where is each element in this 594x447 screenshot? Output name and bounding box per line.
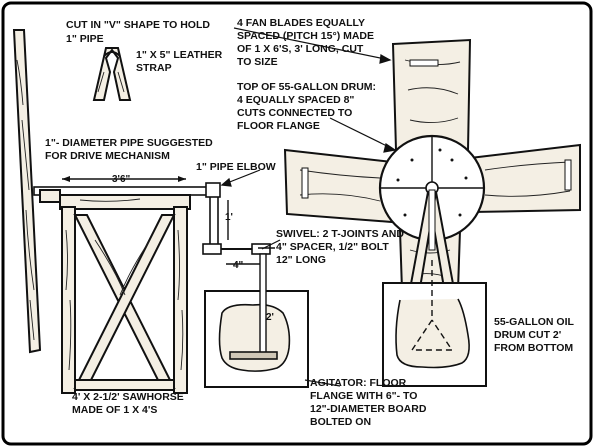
svg-text:STRAP: STRAP — [136, 62, 172, 74]
svg-text:4 EQUALLY SPACED 8": 4 EQUALLY SPACED 8" — [237, 94, 354, 106]
label-sawhorse: 4' X 2-1/2' SAWHORSE MADE OF 1 X 4'S — [72, 391, 184, 416]
svg-text:FLANGE WITH 6"- TO: FLANGE WITH 6"- TO — [310, 390, 417, 402]
svg-text:DRUM CUT 2': DRUM CUT 2' — [494, 329, 561, 341]
svg-text:1" PIPE: 1" PIPE — [66, 33, 104, 45]
svg-text:12"-DIAMETER BOARD: 12"-DIAMETER BOARD — [310, 403, 427, 415]
svg-text:12" LONG: 12" LONG — [276, 254, 326, 266]
svg-text:OF 1 X 6'S, 3' LONG, CUT: OF 1 X 6'S, 3' LONG, CUT — [237, 43, 364, 55]
svg-text:1" X 5" LEATHER: 1" X 5" LEATHER — [136, 49, 223, 61]
leader-lines — [220, 27, 397, 387]
dimension-sawhorse-width: 3'6" — [62, 174, 186, 185]
svg-text:TO SIZE: TO SIZE — [237, 56, 278, 68]
label-strap: 1" X 5" LEATHER STRAP — [136, 49, 223, 74]
svg-text:CUTS CONNECTED TO: CUTS CONNECTED TO — [237, 107, 352, 119]
dim-swivel-spacer: 4" — [233, 260, 244, 271]
svg-text:FROM BOTTOM: FROM BOTTOM — [494, 342, 573, 354]
svg-text:4 FAN BLADES EQUALLY: 4 FAN BLADES EQUALLY — [237, 17, 365, 29]
label-swivel: SWIVEL: 2 T-JOINTS AND 4" SPACER, 1/2" B… — [276, 228, 404, 266]
svg-text:MADE OF 1 X 4'S: MADE OF 1 X 4'S — [72, 404, 157, 416]
v-cut-strap-detail — [92, 47, 132, 101]
dim-sawhorse-width: 3'6" — [112, 174, 131, 185]
label-cut-v: CUT IN "V" SHAPE TO HOLD 1" PIPE — [66, 19, 210, 45]
svg-text:1"- DIAMETER PIPE SUGGESTED: 1"- DIAMETER PIPE SUGGESTED — [45, 137, 213, 149]
label-elbow: 1" PIPE ELBOW — [196, 161, 276, 173]
label-oil-drum: 55-GALLON OIL DRUM CUT 2' FROM BOTTOM — [494, 316, 575, 354]
dim-elbow-drop: 1' — [225, 212, 233, 223]
label-drum-top: TOP OF 55-GALLON DRUM: 4 EQUALLY SPACED … — [237, 81, 376, 132]
svg-text:1" PIPE ELBOW: 1" PIPE ELBOW — [196, 161, 276, 173]
svg-text:FOR DRIVE MECHANISM: FOR DRIVE MECHANISM — [45, 150, 170, 162]
svg-text:BOLTED ON: BOLTED ON — [310, 416, 371, 428]
label-fan-blades: 4 FAN BLADES EQUALLY SPACED (PITCH 15°) … — [237, 17, 374, 68]
oil-drum — [382, 260, 487, 387]
dim-agitator-depth: 2' — [266, 312, 274, 323]
svg-text:AGITATOR: FLOOR: AGITATOR: FLOOR — [310, 377, 407, 389]
svg-text:CUT IN "V" SHAPE TO HOLD: CUT IN "V" SHAPE TO HOLD — [66, 19, 210, 31]
svg-text:SWIVEL: 2 T-JOINTS AND: SWIVEL: 2 T-JOINTS AND — [276, 228, 404, 240]
svg-text:SPACED (PITCH 15°) MADE: SPACED (PITCH 15°) MADE — [237, 30, 374, 42]
svg-text:FLOOR FLANGE: FLOOR FLANGE — [237, 120, 320, 132]
svg-text:4" SPACER, 1/2" BOLT: 4" SPACER, 1/2" BOLT — [276, 241, 389, 253]
leaning-pole — [12, 29, 42, 354]
left-agitator-bucket: 2' — [204, 253, 309, 388]
label-agitator: AGITATOR: FLOOR FLANGE WITH 6"- TO 12"-D… — [310, 377, 427, 428]
label-pipe-suggested: 1"- DIAMETER PIPE SUGGESTED FOR DRIVE ME… — [45, 137, 213, 162]
svg-text:55-GALLON OIL: 55-GALLON OIL — [494, 316, 575, 328]
svg-text:4' X 2-1/2' SAWHORSE: 4' X 2-1/2' SAWHORSE — [72, 391, 184, 403]
svg-text:TOP OF 55-GALLON DRUM:: TOP OF 55-GALLON DRUM: — [237, 81, 376, 93]
